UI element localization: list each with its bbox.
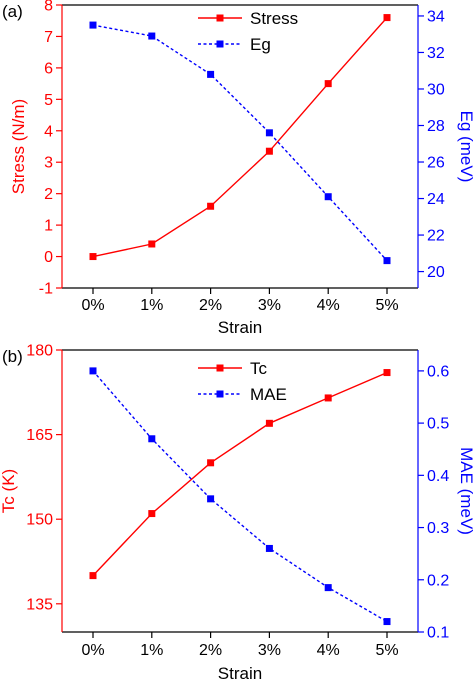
right-y-tick-label: 34 [427,8,445,25]
data-point-tc [383,369,391,377]
series-line-tc [92,371,388,577]
x-axis-label: Strain [218,318,262,337]
series-line-stress [92,17,388,258]
data-point-stress [383,14,391,22]
data-point-eg [324,193,332,201]
data-point-mae [383,618,391,626]
right-y-tick-label: 28 [427,118,445,135]
x-axis-label: Strain [218,664,262,683]
legend-swatch-marker-mae [216,390,224,398]
x-tick-label: 5% [375,642,398,659]
data-point-tc [89,572,97,580]
data-point-eg [265,129,273,137]
legend-label-mae: MAE [250,385,287,404]
data-point-tc [265,419,273,427]
data-point-mae [89,367,97,375]
right-y-tick-label: 20 [427,264,445,281]
series-line-mae [92,370,388,623]
left-y-tick-label: 6 [44,60,53,77]
x-tick-label: 1% [140,297,163,314]
left-y-tick-label: 165 [26,427,53,444]
left-y-tick-label: -1 [39,281,53,298]
left-y-tick-label: 8 [44,0,53,15]
left-y-tick-label: 3 [44,155,53,172]
x-tick-label: 2% [199,642,222,659]
left-y-tick-label: 5 [44,92,53,109]
legend-label-tc: Tc [250,359,268,378]
data-point-stress [324,80,332,88]
data-point-stress [89,253,97,261]
panel-label: (a) [2,2,23,21]
left-y-tick-label: 150 [26,512,53,529]
legend-label-stress: Stress [250,9,298,28]
data-point-stress [265,147,273,155]
data-point-tc [148,510,156,518]
x-tick-label: 1% [140,642,163,659]
left-y-tick-label: 180 [26,343,53,360]
right-y-tick-label: 26 [427,155,445,172]
left-y-tick-label: 7 [44,29,53,46]
x-tick-label: 0% [81,642,104,659]
x-tick-label: 3% [258,297,281,314]
legend-swatch-marker-tc [216,364,224,372]
panel-label: (b) [2,347,23,366]
data-point-tc [207,459,215,467]
x-tick-label: 5% [375,297,398,314]
legend-swatch-marker-stress [216,14,224,22]
right-y-axis-label: Eg (meV) [457,111,474,183]
data-point-eg [207,70,215,78]
left-y-tick-label: 4 [44,123,53,140]
legend-swatch-marker-eg [216,40,224,48]
x-tick-label: 4% [317,642,340,659]
right-y-tick-label: 0.4 [427,468,449,485]
data-point-eg [383,257,391,265]
right-y-tick-label: 0.6 [427,363,449,380]
left-y-axis-label: Stress (N/m) [9,99,28,194]
right-y-tick-label: 0.2 [427,572,449,589]
right-y-tick-label: 22 [427,228,445,245]
series-line-eg [92,24,388,262]
right-y-tick-label: 0.5 [427,416,449,433]
left-y-axis-label: Tc (K) [0,469,18,513]
left-y-tick-label: 1 [44,218,53,235]
left-y-tick-label: 135 [26,596,53,613]
data-point-eg [89,21,97,29]
right-y-tick-label: 0.3 [427,520,449,537]
right-y-tick-label: 32 [427,45,445,62]
data-point-stress [207,202,215,210]
left-y-tick-label: 2 [44,186,53,203]
x-tick-label: 0% [81,297,104,314]
right-y-axis-label: MAE (meV) [457,447,474,535]
right-y-tick-label: 24 [427,191,445,208]
legend-label-eg: Eg [250,35,271,54]
data-point-mae [324,584,332,592]
right-y-tick-label: 0.1 [427,625,449,642]
data-point-mae [148,435,156,443]
data-point-stress [148,240,156,248]
data-point-mae [207,495,215,503]
x-tick-label: 3% [258,642,281,659]
x-tick-label: 2% [199,297,222,314]
left-y-tick-label: 0 [44,249,53,266]
data-point-eg [148,32,156,40]
data-point-mae [265,544,273,552]
right-y-tick-label: 30 [427,81,445,98]
data-point-tc [324,394,332,402]
x-tick-label: 4% [317,297,340,314]
